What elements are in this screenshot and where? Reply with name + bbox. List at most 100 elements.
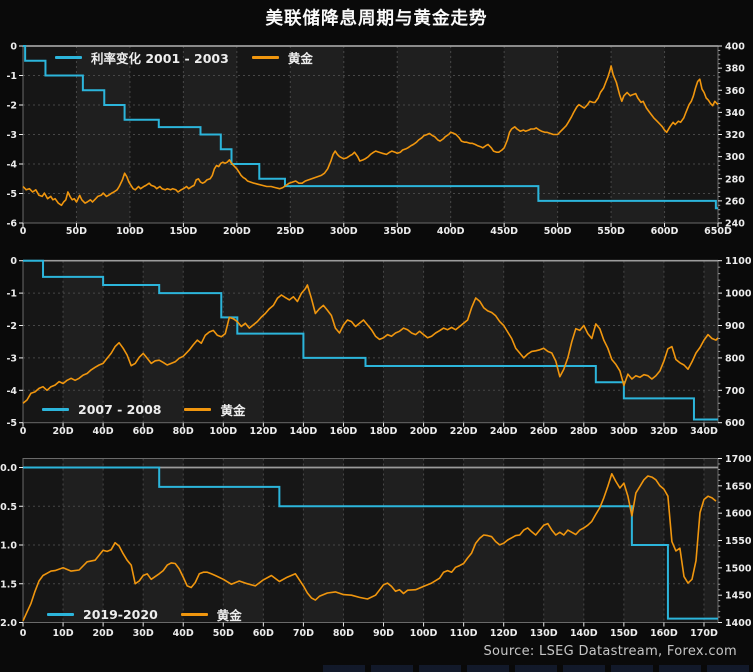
plot-band: [303, 260, 344, 423]
x-tick-label: 250D: [276, 226, 304, 237]
x-tick-label: 120D: [249, 426, 277, 437]
left-tick-label: 0: [10, 42, 17, 53]
plot-band: [303, 458, 344, 623]
x-tick-label: 0: [20, 628, 27, 639]
plot-band: [383, 260, 424, 423]
legend-rate-label: 2019-2020: [83, 607, 158, 622]
x-tick-label: 240D: [490, 426, 518, 437]
x-tick-label: 150D: [610, 628, 638, 639]
x-tick-label: 40D: [173, 628, 194, 639]
left-tick-label: -3: [6, 130, 17, 141]
panel-2001-2003-chart: 0 -1 -2 -3 -4 -5 -6 400 380 360 340 320 300 280 260 240…: [6, 42, 745, 238]
legend-item-gold: 黄金: [180, 605, 242, 624]
x-tick-label: 0: [20, 426, 27, 437]
x-tick-label: 160D: [330, 426, 358, 437]
x-tick-label: 400D: [437, 226, 465, 237]
left-tick-label: -1: [6, 289, 17, 300]
left-tick-label: -0.5: [0, 502, 17, 513]
x-tick-label: 80D: [333, 628, 354, 639]
legend-item-rate: 2019-2020: [47, 607, 158, 622]
legend-panel-1: 利率变化 2001 - 2003 黄金: [55, 48, 327, 67]
plot-band: [143, 260, 184, 423]
left-tick-label: -5: [6, 418, 17, 429]
plot-area: [23, 260, 718, 423]
source-attribution: Source: LSEG Datastream, Forex.com: [483, 644, 737, 659]
left-tick-label: -3: [6, 353, 17, 364]
left-tick-label: -2: [6, 321, 17, 332]
x-tick-label: 100D: [410, 628, 438, 639]
right-tick-label: 1500: [725, 563, 752, 574]
plot-band: [383, 458, 424, 623]
right-tick-label: 240: [725, 219, 745, 230]
left-tick-label: -5: [6, 189, 17, 200]
rate-line-swatch-icon: [55, 56, 82, 59]
plot-band: [463, 458, 504, 623]
plot-band: [223, 458, 264, 623]
rate-step-line: [23, 466, 718, 620]
x-tick-label: 120D: [490, 628, 518, 639]
rate-step-line: [23, 45, 718, 210]
x-tick-label: 160D: [650, 628, 678, 639]
plot-area: [23, 458, 718, 623]
x-tick-label: 340D: [690, 426, 718, 437]
legend-item-gold: 黄金: [184, 400, 246, 419]
x-tick-label: 80D: [173, 426, 194, 437]
x-tick-label: 320D: [650, 426, 678, 437]
legend-gold-label: 黄金: [287, 51, 313, 66]
x-tick-label: 350D: [383, 226, 411, 237]
x-tick-label: 110D: [450, 628, 478, 639]
right-tick-label: 1600: [725, 509, 752, 520]
x-tick-label: 100D: [209, 426, 237, 437]
right-tick-label: 260: [725, 196, 745, 207]
right-tick-label: 320: [725, 130, 745, 141]
x-tick-label: 180D: [370, 426, 398, 437]
gold-line: [22, 284, 719, 404]
left-tick-label: -2.0: [0, 618, 17, 629]
x-tick-label: 70D: [293, 628, 314, 639]
x-tick-label: 20D: [93, 628, 114, 639]
right-tick-label: 1100: [725, 256, 752, 267]
right-tick-label: 1450: [725, 591, 752, 602]
legend-panel-3: 2019-2020 黄金: [47, 605, 256, 624]
legend-item-rate: 利率变化 2001 - 2003: [55, 48, 229, 67]
right-tick-label: 360: [725, 86, 745, 97]
left-tick-label: -1.5: [0, 579, 17, 590]
x-tick-label: 280D: [570, 426, 598, 437]
x-tick-label: 600D: [651, 226, 679, 237]
x-tick-label: 90D: [373, 628, 394, 639]
x-tick-label: 650D: [704, 226, 732, 237]
x-tick-label: 150D: [170, 226, 198, 237]
panel-2019-2020-chart: 0.0 -0.5 -1.0 -1.5 -2.0 1700 1650 1600 1550 1500 1…: [0, 454, 752, 639]
x-tick-label: 50D: [66, 226, 87, 237]
right-tick-label: 1700: [725, 454, 752, 465]
legend-gold-label: 黄金: [216, 608, 242, 623]
right-tick-label: 700: [725, 386, 745, 397]
x-tick-label: 30D: [133, 628, 154, 639]
chart-title: 美联储降息周期与黄金走势: [265, 9, 488, 29]
right-tick-label: 340: [725, 108, 745, 119]
right-tick-label: 1400: [725, 618, 752, 629]
x-tick-label: 450D: [490, 226, 518, 237]
x-tick-label: 260D: [530, 426, 558, 437]
left-tick-label: -4: [6, 160, 17, 171]
gold-line: [22, 472, 717, 622]
left-tick-label: -2: [6, 101, 17, 112]
right-tick-label: 280: [725, 174, 745, 185]
plot-band: [463, 260, 504, 423]
right-tick-label: 300: [725, 152, 745, 163]
plot-band: [623, 458, 664, 623]
x-tick-label: 100D: [116, 226, 144, 237]
right-tick-label: 1650: [725, 481, 752, 492]
x-tick-label: 10D: [53, 628, 74, 639]
rate-line-swatch-icon: [47, 613, 74, 616]
x-tick-label: 170D: [690, 628, 718, 639]
plot-band: [703, 260, 718, 423]
x-tick-label: 50D: [213, 628, 234, 639]
left-tick-label: -4: [6, 386, 17, 397]
gold-line-swatch-icon: [184, 408, 212, 411]
x-tick-label: 200D: [410, 426, 438, 437]
gold-line-swatch-icon: [180, 613, 208, 616]
x-tick-label: 300D: [610, 426, 638, 437]
plot-band: [63, 458, 104, 623]
plot-band: [143, 458, 184, 623]
